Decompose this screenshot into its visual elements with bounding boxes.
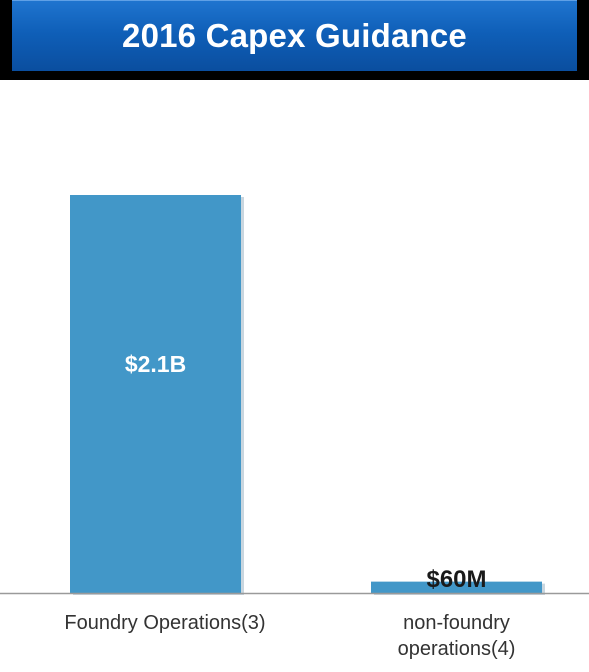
bar-1 bbox=[371, 581, 542, 593]
title-bar: 2016 Capex Guidance bbox=[12, 0, 577, 71]
chart-title: 2016 Capex Guidance bbox=[122, 17, 467, 54]
bar-chart: $2.1B $60M bbox=[0, 195, 589, 595]
data-label-0: $2.1B bbox=[125, 351, 186, 377]
category-label-foundry-operations: Foundry Operations(3) bbox=[64, 612, 266, 634]
chart-area: $2.1B $60M Foundry Operations(3) non-foun… bbox=[0, 80, 589, 672]
title-banner: 2016 Capex Guidance bbox=[0, 0, 589, 80]
category-label-non-foundry-operations: non-foundry operations(4) bbox=[397, 612, 516, 660]
data-label-1: $60M bbox=[426, 566, 486, 593]
bar-0 bbox=[70, 195, 241, 593]
